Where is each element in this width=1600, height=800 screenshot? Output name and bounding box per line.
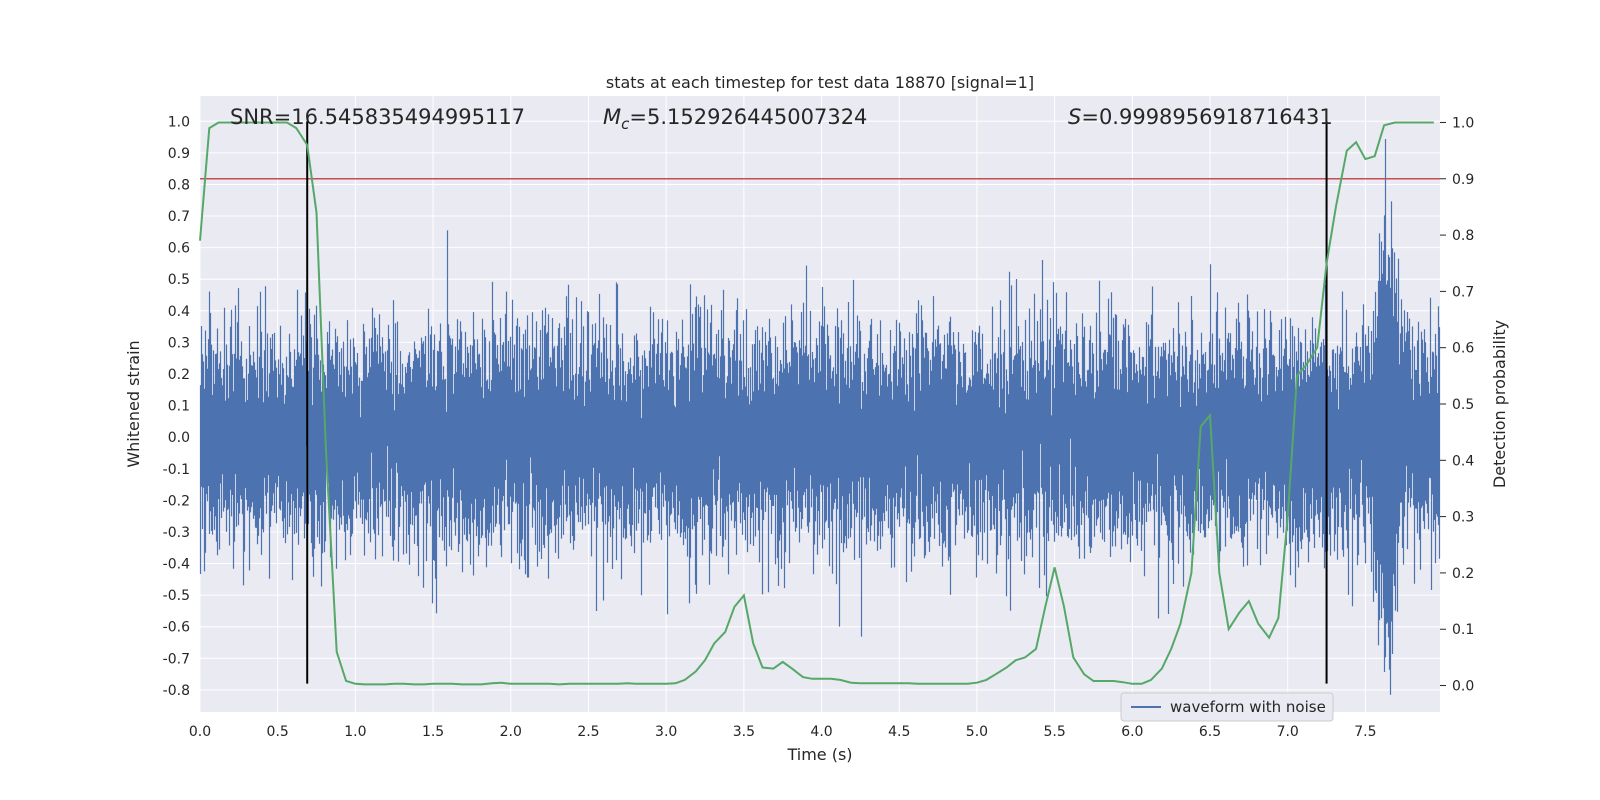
x-tick-label: 5.5	[1044, 724, 1066, 740]
y-tick-label: 1.0	[168, 114, 190, 130]
x-tick-label: 2.5	[577, 724, 599, 740]
y-right-tick-label: 1.0	[1452, 115, 1474, 131]
y-right-tick-labels: 1.0 0.9 0.8 0.7 0.6 0.5 0.4 0.3 0.2 0.1 0.0	[1440, 115, 1474, 695]
x-tick-label: 7.5	[1354, 724, 1376, 740]
y-right-tick-label: 0.3	[1452, 510, 1474, 526]
x-tick-label: 7.0	[1277, 724, 1299, 740]
waveform-path	[199, 139, 1441, 695]
legend: waveform with noise	[1120, 692, 1334, 722]
score-symbol: S	[1068, 105, 1081, 129]
y-right-tick-label: 0.6	[1452, 341, 1474, 357]
y-right-tick-label: 0.9	[1452, 172, 1474, 188]
x-tick-label: 1.0	[344, 724, 366, 740]
x-tick-label: 2.0	[500, 724, 522, 740]
y-tick-label: -0.2	[163, 493, 190, 509]
y-tick-label: -0.1	[163, 462, 190, 478]
y-tick-label: -0.8	[163, 683, 190, 699]
x-tick-label: 0.0	[189, 724, 211, 740]
y-tick-label: 0.5	[168, 272, 190, 288]
y-right-tick-label: 0.1	[1452, 622, 1474, 638]
y-right-tick-label: 0.4	[1452, 453, 1474, 469]
x-tick-label: 3.0	[655, 724, 677, 740]
y-tick-label: 0.1	[168, 399, 190, 415]
chirp-mass-subscript: c	[621, 115, 630, 133]
y-tick-label: -0.7	[163, 651, 190, 667]
x-tick-label: 0.5	[267, 724, 289, 740]
chirp-mass-annotation: Mc=5.152926445007324	[603, 105, 867, 133]
waveform-series	[199, 139, 1441, 695]
x-axis-label: Time (s)	[786, 745, 852, 764]
x-tick-label: 4.0	[810, 724, 832, 740]
y-tick-label: -0.4	[163, 557, 190, 573]
y-axis-label: Whitened strain	[124, 340, 143, 467]
x-tick-label: 6.5	[1199, 724, 1221, 740]
y-tick-label: 0.7	[168, 209, 190, 225]
y-right-tick-label: 0.8	[1452, 228, 1474, 244]
chirp-mass-symbol: M	[603, 105, 621, 129]
y-right-tick-label: 0.5	[1452, 397, 1474, 413]
y-right-tick-label: 0.7	[1452, 284, 1474, 300]
score-value: =0.9998956918716431	[1081, 105, 1332, 129]
y-tick-label: -0.5	[163, 588, 190, 604]
legend-box	[1120, 692, 1334, 722]
score-annotation: S=0.9998956918716431	[1068, 105, 1333, 129]
chart-title: stats at each timestep for test data 188…	[606, 73, 1034, 92]
y-tick-labels: 1.0 0.9 0.8 0.7 0.6 0.5 0.4 0.3 0.2 0.1 0.0 -0.1 -0.…	[163, 114, 190, 699]
y-tick-label: 0.4	[168, 304, 190, 320]
y-tick-label: -0.3	[163, 525, 190, 541]
legend-label: waveform with noise	[1170, 698, 1326, 716]
y-tick-label: 0.9	[168, 146, 190, 162]
x-tick-labels: 0.0 0.5 1.0 1.5 2.0 2.5 3.0 3.5 4.0 4.5 5.0 5.5 6.0 6…	[189, 724, 1377, 740]
x-tick-label: 6.0	[1121, 724, 1143, 740]
snr-annotation: SNR=16.545835494995117	[230, 105, 525, 129]
vertical-markers	[306, 121, 1328, 684]
y-tick-label: 0.2	[168, 367, 190, 383]
y-tick-label: 0.6	[168, 241, 190, 257]
y-tick-label: 0.8	[168, 177, 190, 193]
y-right-tick-label: 0.0	[1452, 679, 1474, 695]
y-right-tick-label: 0.2	[1452, 566, 1474, 582]
x-tick-label: 4.5	[888, 724, 910, 740]
chirp-mass-value: =5.152926445007324	[629, 105, 867, 129]
y-tick-label: 0.3	[168, 335, 190, 351]
x-tick-label: 5.0	[966, 724, 988, 740]
detection-probability-line	[199, 121, 1434, 686]
y-tick-label: 0.0	[168, 430, 190, 446]
x-tick-label: 3.5	[733, 724, 755, 740]
y-right-axis-label: Detection probability	[1490, 320, 1509, 488]
y-tick-label: -0.6	[163, 620, 190, 636]
x-tick-label: 1.5	[422, 724, 444, 740]
